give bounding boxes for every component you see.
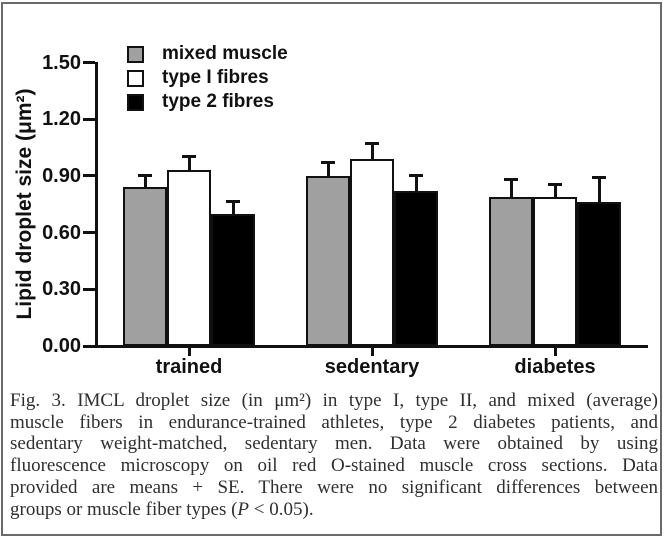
- error-bar-stem: [231, 202, 235, 214]
- error-bar-stem: [597, 178, 601, 202]
- bar-type-I-fibres-diabetes: [533, 197, 577, 346]
- y-axis-tick: [83, 174, 95, 178]
- y-axis-title: Lipid droplet size (μm²): [13, 88, 36, 320]
- x-category-label-trained: trained: [155, 356, 223, 378]
- y-tick-label: 0.60: [42, 221, 81, 244]
- y-axis-tick: [83, 117, 95, 121]
- x-axis-tick: [370, 347, 374, 356]
- error-bar-cap: [548, 183, 562, 186]
- error-bar-cap: [409, 174, 423, 177]
- error-bar-cap: [321, 161, 335, 164]
- legend-label: mixed muscle: [162, 43, 288, 64]
- y-tick-label: 1.20: [42, 108, 81, 131]
- x-category-label-diabetes: diabetes: [514, 356, 596, 378]
- error-bar-stem: [326, 163, 330, 176]
- error-bar-stem: [370, 144, 374, 159]
- figure-caption: Fig. 3. IMCL droplet size (in μm²) in ty…: [10, 390, 658, 520]
- error-bar-cap: [592, 176, 606, 179]
- error-bar-cap: [182, 155, 196, 158]
- caption-line: muscle fibers in endurance-trained athle…: [10, 411, 658, 433]
- x-axis-line: [95, 344, 648, 348]
- error-bar-stem: [509, 180, 513, 197]
- error-bar-stem: [414, 176, 418, 191]
- caption-line: fluorescence microscopy on oil red O-sta…: [10, 455, 658, 477]
- caption-text: < 0.05).: [249, 498, 314, 520]
- x-axis-tick: [553, 347, 557, 356]
- y-axis-tick: [83, 287, 95, 291]
- error-bar-cap: [504, 178, 518, 181]
- y-axis-tick: [83, 61, 95, 64]
- y-axis-tick: [83, 231, 95, 235]
- error-bar-stem: [143, 176, 147, 187]
- bar-type-2-fibres-sedentary: [394, 191, 438, 346]
- bar-chart: Lipid droplet size (μm²) 0.00 0.30 0.60 0.9…: [13, 43, 648, 378]
- error-bar-stem: [553, 185, 557, 197]
- legend-swatch-mixed-muscle: [127, 46, 144, 63]
- x-category-label-sedentary: sedentary: [324, 356, 420, 378]
- bar-type-I-fibres-sedentary: [350, 159, 394, 346]
- caption-line: provided are means + SE. There were no s…: [10, 476, 658, 498]
- error-bar-cap: [365, 142, 379, 145]
- legend-swatch-type-I-fibres: [127, 70, 144, 87]
- y-tick-label: 0.00: [42, 335, 81, 357]
- y-tick-label: 0.90: [42, 164, 81, 187]
- legend-swatch-type-2-fibres: [127, 94, 144, 111]
- bar-mixed-muscle-diabetes: [489, 197, 533, 346]
- caption-line: Fig. 3. IMCL droplet size (in μm²) in ty…: [10, 390, 658, 411]
- bar-type-2-fibres-diabetes: [577, 202, 621, 346]
- caption-last-line: groups or muscle fiber types (P < 0.05).: [10, 499, 658, 521]
- legend-label: type 2 fibres: [162, 91, 274, 112]
- error-bar-cap: [138, 174, 152, 177]
- bar-mixed-muscle-trained: [123, 187, 167, 346]
- caption-text: groups or muscle fiber types (: [10, 498, 238, 520]
- error-bar-stem: [187, 157, 191, 170]
- bar-mixed-muscle-sedentary: [306, 176, 350, 346]
- legend-label: type I fibres: [162, 67, 269, 88]
- y-axis-tick: [83, 344, 95, 348]
- caption-italic-p: P: [237, 498, 250, 520]
- bar-type-I-fibres-trained: [167, 170, 211, 346]
- bar-type-2-fibres-trained: [211, 214, 255, 346]
- y-tick-label: 0.30: [42, 278, 81, 301]
- caption-line: sedentary weight-matched, sedentary men.…: [10, 433, 658, 455]
- y-tick-label: 1.50: [42, 51, 81, 74]
- x-axis-tick: [187, 347, 191, 356]
- y-axis-line: [95, 61, 98, 347]
- error-bar-cap: [226, 200, 240, 203]
